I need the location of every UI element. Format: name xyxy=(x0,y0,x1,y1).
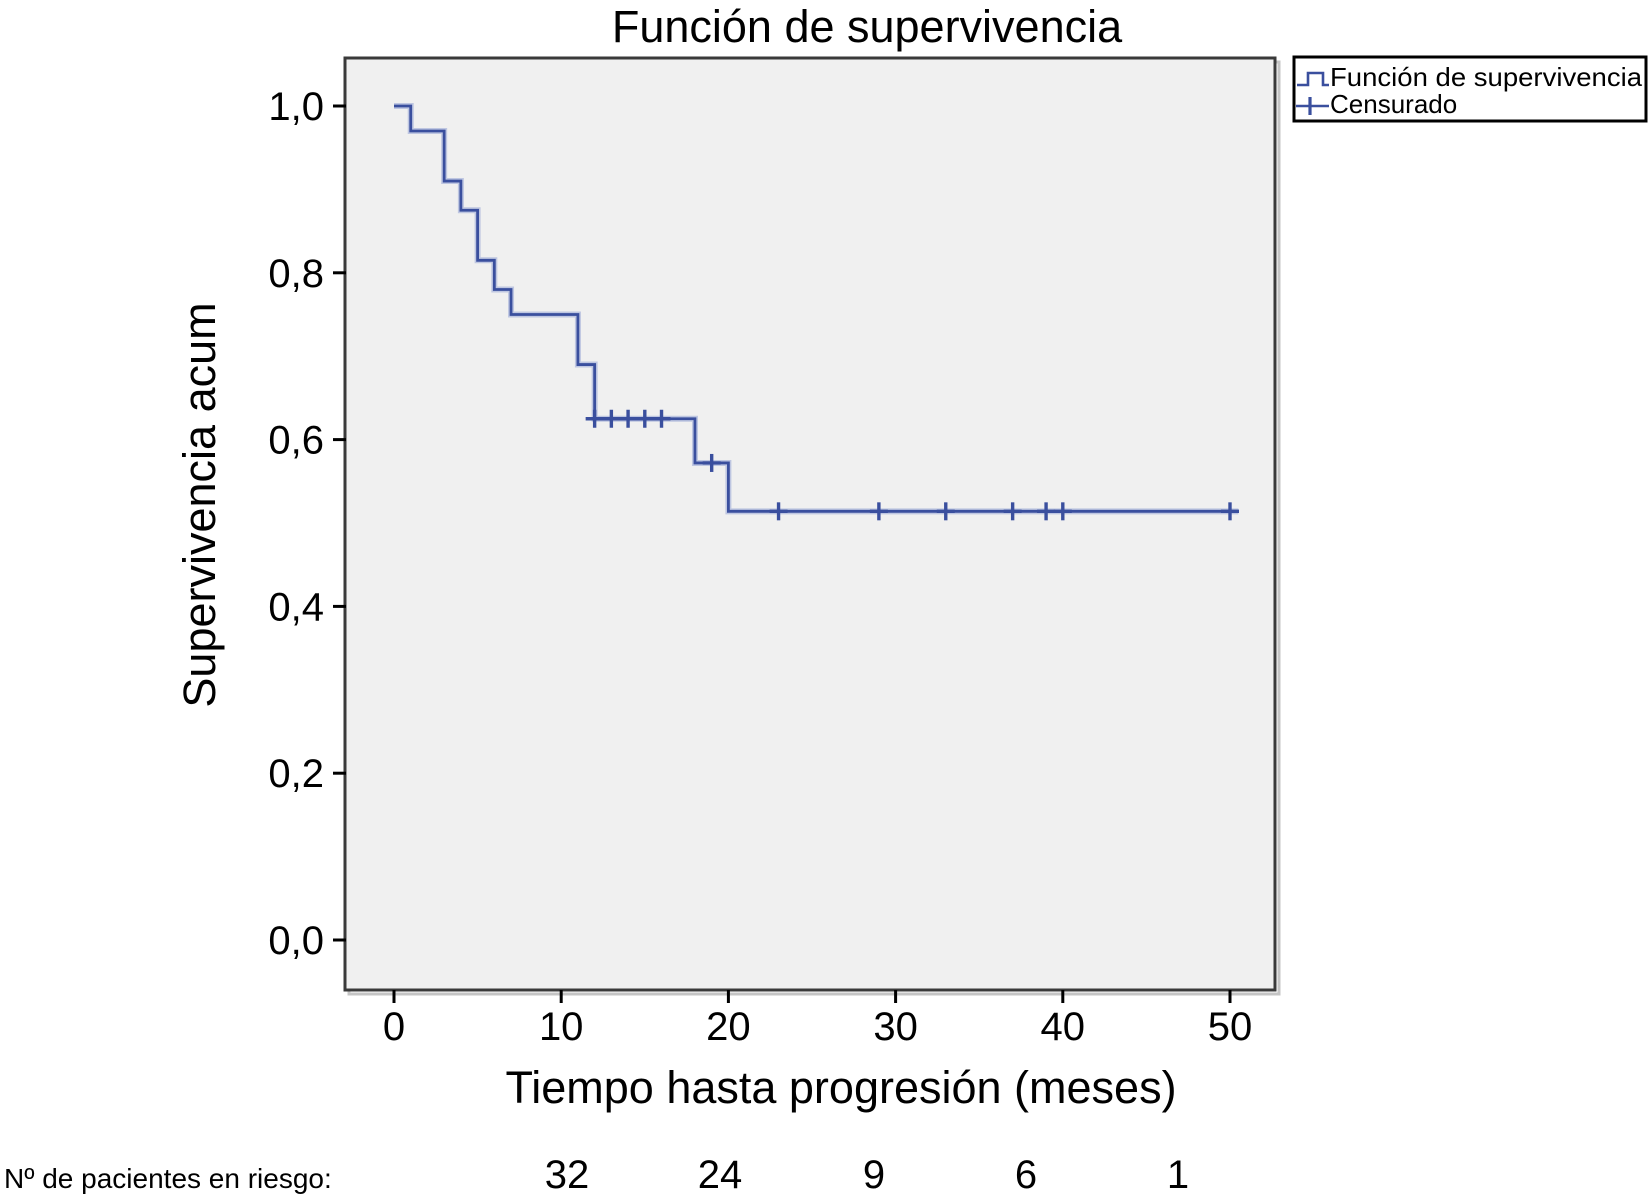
censor-plus-mark xyxy=(1221,502,1239,521)
risk-count: 1 xyxy=(1167,1153,1189,1195)
risk-count: 32 xyxy=(545,1153,590,1195)
censor-plus-mark xyxy=(936,502,955,521)
censor-plus-mark xyxy=(619,409,638,428)
x-tick-label: 20 xyxy=(706,1005,751,1049)
y-tick-label: 0,8 xyxy=(268,252,324,296)
censor-plus-mark xyxy=(1003,502,1022,521)
x-tick-label: 0 xyxy=(383,1005,405,1049)
legend-entry-survival: Función de supervivencia xyxy=(1330,62,1643,92)
survival-step-line xyxy=(394,104,1239,513)
chart-title: Función de supervivencia xyxy=(612,1,1123,52)
y-tick-label: 0,2 xyxy=(268,752,324,796)
x-axis-ticks: 0 10 20 30 40 50 xyxy=(383,990,1252,1049)
legend: Función de supervivencia Censurado xyxy=(1292,55,1648,123)
censor-plus-mark xyxy=(635,409,654,428)
legend-box xyxy=(1292,55,1648,123)
x-tick-label: 30 xyxy=(873,1005,918,1049)
plot-area xyxy=(343,56,1277,992)
x-tick-label: 40 xyxy=(1041,1005,1086,1049)
censor-plus-mark xyxy=(602,409,621,428)
censor-plus-mark xyxy=(652,409,671,428)
y-axis-title: Supervivencia acum xyxy=(174,302,225,707)
risk-count: 9 xyxy=(863,1153,885,1195)
censor-plus-mark xyxy=(1037,502,1056,521)
censored-marks xyxy=(585,409,1239,521)
x-tick-label: 50 xyxy=(1208,1005,1253,1049)
censor-plus-mark xyxy=(869,502,888,521)
y-tick-label: 0,4 xyxy=(268,585,324,629)
x-tick-label: 10 xyxy=(539,1005,584,1049)
risk-table-counts: 32 24 9 6 1 xyxy=(545,1153,1189,1195)
censor-plus-mark xyxy=(702,453,721,472)
y-tick-label: 0,0 xyxy=(268,919,324,963)
y-tick-label: 0,6 xyxy=(268,419,324,463)
y-axis-ticks: 0,0 0,2 0,4 0,6 0,8 1,0 xyxy=(268,85,346,963)
risk-count: 6 xyxy=(1015,1153,1037,1195)
y-tick-label: 1,0 xyxy=(268,85,324,129)
legend-step-line-icon xyxy=(1297,71,1329,87)
censor-plus-mark xyxy=(769,502,788,521)
censor-plus-mark xyxy=(1053,502,1072,521)
risk-count: 24 xyxy=(698,1153,743,1195)
x-axis-title: Tiempo hasta progresión (meses) xyxy=(505,1062,1176,1113)
legend-entry-censored: Censurado xyxy=(1330,89,1457,119)
survival-curve xyxy=(394,103,1239,515)
censor-plus-mark xyxy=(585,409,604,428)
legend-plus-icon xyxy=(1296,97,1329,115)
risk-table-label: Nº de pacientes en riesgo: xyxy=(4,1163,332,1194)
